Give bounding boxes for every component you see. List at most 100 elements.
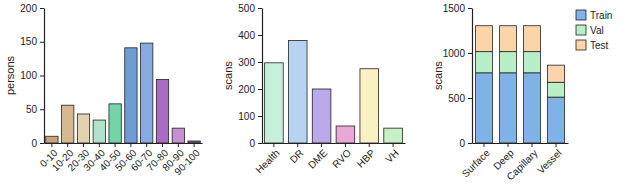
y-tick: 200 — [238, 84, 262, 95]
bar — [312, 89, 331, 143]
x-tick-label: 90-100 — [172, 147, 202, 177]
marks — [476, 26, 565, 143]
x-tick-label: Capillary — [504, 147, 539, 182]
y-tick-label: 300 — [238, 57, 255, 68]
y-tick: 50 — [26, 104, 44, 115]
x-tick-mark — [369, 143, 370, 147]
y-tick-label: 50 — [26, 104, 38, 115]
y-tick: 400 — [238, 30, 262, 41]
bar — [46, 136, 58, 143]
y-tick: 1000 — [443, 48, 472, 59]
x-tick-mark — [162, 143, 163, 147]
x-tick-label: DME — [306, 147, 330, 171]
x-tick-mark — [51, 143, 52, 147]
bar — [384, 128, 403, 143]
y-axis-line — [262, 9, 263, 144]
y-tick-mark — [258, 116, 262, 117]
y-tick-mark — [40, 76, 44, 77]
x-tick-mark — [178, 143, 179, 147]
bar — [265, 63, 284, 143]
y-tick: 100 — [238, 111, 262, 122]
x-tick-mark — [99, 143, 100, 147]
bar-segment — [500, 73, 517, 143]
y-tick: 500 — [238, 3, 262, 14]
x-tick-label: HBP — [355, 147, 378, 170]
y-tick-label: 500 — [448, 93, 465, 104]
x-tick-mark — [130, 143, 131, 147]
bar — [188, 141, 200, 143]
y-tick-label: 150 — [20, 36, 37, 47]
y-tick-label: 200 — [20, 3, 37, 14]
bar — [360, 69, 379, 143]
x-axis-line — [263, 143, 406, 144]
y-axis: 0 500 1000 1500 — [443, 3, 473, 149]
bar — [336, 126, 355, 143]
y-tick-mark — [258, 62, 262, 63]
x-tick-mark — [273, 143, 274, 147]
bar-segment — [548, 65, 565, 82]
x-tick: Health — [253, 143, 281, 175]
x-tick-label: Vessel — [535, 147, 564, 176]
y-tick-mark — [40, 143, 44, 144]
marks — [265, 40, 403, 143]
x-tick-mark — [194, 143, 195, 147]
x-tick: Surface — [460, 143, 492, 179]
y-tick-mark — [468, 8, 472, 9]
chart-svg: 0501001502000-1010-2020-3030-4040-5050-6… — [0, 0, 640, 186]
x-tick-mark — [345, 143, 346, 147]
x-tick: VH — [383, 143, 401, 165]
bar — [62, 105, 74, 143]
y-tick: 1500 — [443, 3, 472, 14]
y-axis: 050100150200 — [20, 3, 44, 149]
y-tick-label: 400 — [238, 30, 255, 41]
y-tick-mark — [258, 143, 262, 144]
y-tick: 0 — [31, 138, 44, 149]
x-tick-mark — [508, 143, 509, 147]
bar-segment — [476, 73, 493, 143]
bar — [77, 114, 89, 143]
x-tick-label: Health — [253, 147, 281, 175]
y-tick: 500 — [448, 93, 472, 104]
x-axis: SurfaceDeepCapillaryVessel — [460, 143, 569, 183]
legend: TrainValTest — [576, 10, 612, 51]
bar-segment — [476, 26, 493, 52]
y-tick-label: 500 — [238, 3, 255, 14]
x-tick-mark — [532, 143, 533, 147]
y-tick-label: 0 — [31, 138, 37, 149]
x-tick-mark — [115, 143, 116, 147]
y-tick-label: 200 — [238, 84, 255, 95]
y-tick: 0 — [459, 138, 472, 149]
bar-segment — [476, 52, 493, 73]
x-tick-mark — [321, 143, 322, 147]
x-tick: Capillary — [504, 143, 539, 183]
y-tick-label: 100 — [238, 111, 255, 122]
x-axis-line — [473, 143, 569, 144]
y-axis-title: scans — [432, 61, 444, 90]
x-tick-mark — [146, 143, 147, 147]
bar-segment — [548, 97, 565, 143]
y-tick-mark — [468, 53, 472, 54]
x-tick-label: VH — [383, 147, 401, 165]
x-tick-mark — [393, 143, 394, 147]
y-tick-label: 1000 — [443, 48, 466, 59]
y-axis-line — [44, 9, 45, 144]
x-tick-mark — [484, 143, 485, 147]
y-tick-mark — [258, 89, 262, 90]
y-tick: 150 — [20, 36, 44, 47]
bar-segment — [524, 52, 541, 73]
bar — [172, 128, 184, 143]
y-tick-label: 0 — [459, 138, 465, 149]
bar-segment — [524, 26, 541, 52]
y-tick-mark — [258, 35, 262, 36]
y-axis-line — [472, 9, 473, 144]
x-tick-label: RVO — [330, 147, 353, 170]
x-tick-mark — [67, 143, 68, 147]
panel: 0 100 200 300 400 500 Health DRDMERVOHBP VH scans — [222, 3, 406, 176]
y-tick-label: 0 — [249, 138, 255, 149]
x-tick: HBP — [355, 143, 378, 170]
y-tick: 0 — [249, 138, 262, 149]
y-axis-title: scans — [222, 61, 234, 90]
y-tick-mark — [258, 8, 262, 9]
chart-container: 0501001502000-1010-2020-3030-4040-5050-6… — [0, 0, 640, 186]
x-tick-label: DR — [288, 147, 306, 165]
